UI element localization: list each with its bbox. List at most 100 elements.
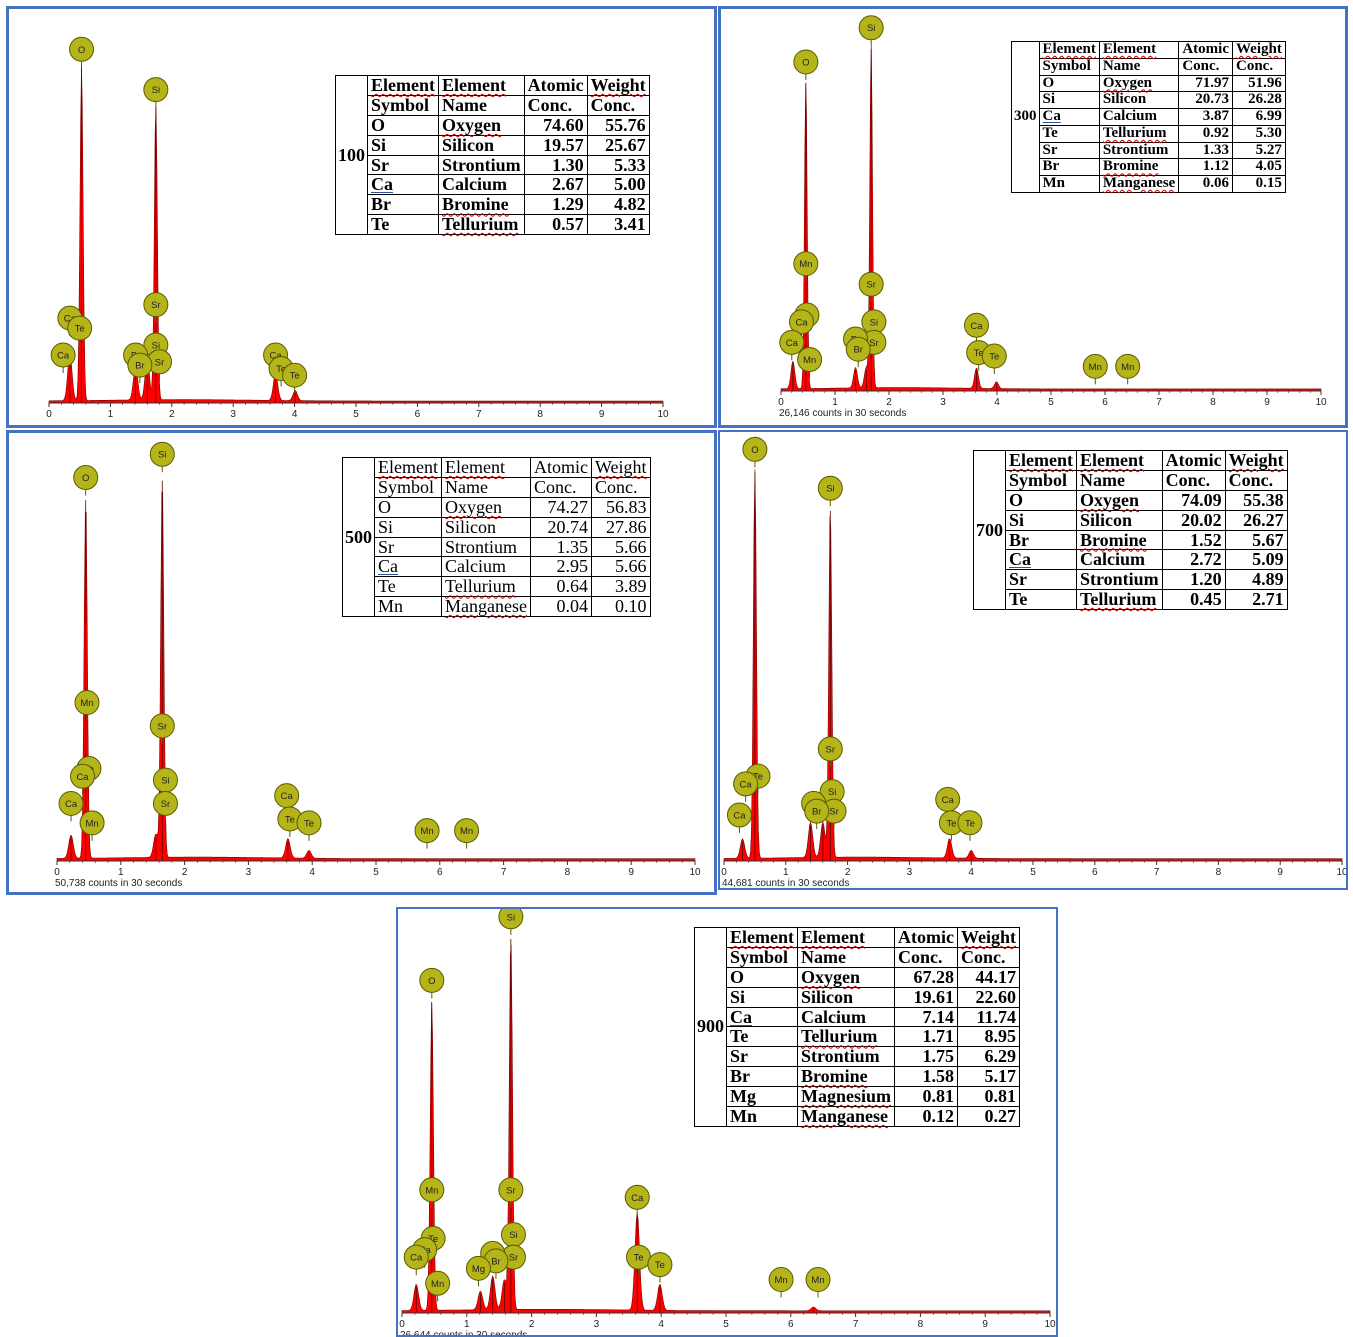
table-row: Sr Strontium 1.20 4.89 bbox=[1005, 569, 1288, 591]
header-name: Name bbox=[800, 946, 846, 967]
element-name-cell: Strontium bbox=[437, 154, 525, 176]
element-symbol-cell: Mn bbox=[726, 1106, 798, 1127]
element-symbol: Mn bbox=[378, 596, 404, 617]
weight-conc-cell: 0.10 bbox=[590, 596, 651, 618]
header-conc: Conc. bbox=[533, 476, 577, 497]
atomic-conc: 1.52 bbox=[1190, 529, 1222, 550]
header-element-cell: Element bbox=[1005, 450, 1077, 471]
weight-conc: 55.38 bbox=[1243, 489, 1284, 510]
element-symbol: Ca bbox=[1009, 549, 1031, 570]
element-name: Calcium bbox=[441, 174, 507, 195]
counts-label: 50,738 counts in 30 seconds bbox=[55, 878, 182, 889]
element-name: Tellurium bbox=[444, 576, 516, 597]
table-row: Te Tellurium 1.71 8.95 bbox=[726, 1026, 1020, 1048]
element-name-cell: Oxygen bbox=[440, 496, 531, 518]
weight-conc-cell: 55.38 bbox=[1224, 489, 1288, 511]
element-table: Element Element Atomic Weight Symbol Name Conc… bbox=[726, 927, 1020, 1127]
x-tick-label: 4 bbox=[309, 867, 315, 878]
weight-conc: 27.86 bbox=[606, 516, 647, 537]
atomic-conc: 1.12 bbox=[1202, 158, 1229, 175]
header-element: Element bbox=[730, 927, 794, 947]
element-symbol-cell: Te bbox=[367, 214, 439, 236]
weight-conc-cell: 51.96 bbox=[1231, 74, 1286, 93]
atomic-conc: 0.64 bbox=[556, 576, 588, 597]
table-row: Si Silicon 20.73 26.28 bbox=[1038, 91, 1286, 109]
weight-conc-cell: 0.81 bbox=[956, 1086, 1020, 1108]
element-marker-label: Br bbox=[853, 345, 863, 356]
element-name-cell: Oxygen bbox=[1098, 74, 1180, 93]
element-marker-ca: Ca bbox=[963, 312, 989, 344]
x-tick-label: 7 bbox=[476, 409, 482, 420]
element-marker-label: Te bbox=[989, 352, 999, 363]
element-marker-mn: Mn bbox=[797, 346, 823, 378]
header-conc-cell: Conc. bbox=[529, 476, 592, 498]
weight-conc-cell: 5.66 bbox=[590, 556, 651, 578]
header-row: Symbol Name Conc. Conc. bbox=[1038, 57, 1286, 76]
atomic-conc-cell: 20.74 bbox=[529, 516, 592, 538]
header-conc-cell: Conc. bbox=[586, 94, 650, 116]
header-symbol: Symbol bbox=[371, 94, 430, 115]
element-symbol: Br bbox=[1009, 529, 1029, 550]
element-symbol: Te bbox=[371, 214, 390, 235]
element-marker-label: Si bbox=[870, 317, 878, 328]
table-row: Ca Calcium 2.95 5.66 bbox=[374, 556, 651, 578]
x-tick-label: 10 bbox=[1315, 397, 1327, 408]
element-marker-label: Mn bbox=[85, 818, 98, 829]
element-name-cell: Silicon bbox=[796, 986, 895, 1008]
x-tick-label: 2 bbox=[845, 867, 851, 878]
element-symbol-cell: Br bbox=[1038, 158, 1100, 176]
element-name: Bromine bbox=[1079, 529, 1147, 550]
x-tick-label: 2 bbox=[182, 867, 188, 878]
x-tick-label: 1 bbox=[832, 397, 838, 408]
header-atomic-cell: Atomic bbox=[529, 457, 592, 478]
element-name: Calcium bbox=[1102, 108, 1157, 124]
element-symbol: Si bbox=[730, 986, 746, 1007]
element-name-cell: Tellurium bbox=[1075, 589, 1163, 611]
table-row: O Oxygen 74.27 56.83 bbox=[374, 496, 651, 518]
element-name: Silicon bbox=[800, 986, 853, 1007]
header-weight-cell: Weight bbox=[956, 927, 1020, 948]
element-marker-te: Te bbox=[626, 1244, 652, 1276]
element-marker-te: Te bbox=[282, 362, 308, 394]
table-label: 500 bbox=[342, 457, 374, 618]
element-marker-sr: Sr bbox=[817, 736, 843, 767]
element-marker-label: Ca bbox=[733, 810, 746, 821]
element-symbol-cell: Te bbox=[1005, 589, 1077, 611]
element-name: Silicon bbox=[444, 516, 496, 537]
header-element: Element bbox=[1102, 41, 1157, 57]
header-conc: Conc. bbox=[1228, 469, 1274, 490]
weight-conc: 4.82 bbox=[614, 194, 646, 215]
element-name-cell: Calcium bbox=[440, 556, 531, 578]
header-conc-cell: Conc. bbox=[1224, 469, 1288, 491]
element-symbol-cell: Ca bbox=[1005, 549, 1077, 571]
element-name: Magnesium bbox=[800, 1086, 891, 1107]
element-symbol: O bbox=[378, 496, 391, 517]
header-element-cell: Element bbox=[1075, 450, 1163, 471]
element-symbol: O bbox=[1009, 489, 1024, 510]
weight-conc: 5.00 bbox=[614, 174, 646, 195]
x-tick-label: 2 bbox=[529, 1319, 535, 1330]
x-tick-label: 7 bbox=[853, 1319, 859, 1330]
header-atomic-cell: Atomic bbox=[523, 75, 588, 96]
header-row: Element Element Atomic Weight bbox=[726, 927, 1020, 948]
atomic-conc-cell: 71.97 bbox=[1178, 74, 1233, 93]
element-marker-label: Sr bbox=[161, 799, 171, 810]
atomic-conc-cell: 19.61 bbox=[893, 986, 958, 1008]
x-tick-label: 9 bbox=[1264, 397, 1270, 408]
table-label: 900 bbox=[694, 927, 726, 1127]
weight-conc: 25.67 bbox=[605, 134, 646, 155]
header-conc-cell: Conc. bbox=[1231, 57, 1286, 76]
header-name: Name bbox=[444, 476, 488, 497]
element-marker-label: Te bbox=[655, 1260, 665, 1271]
table-row: Mn Manganese 0.12 0.27 bbox=[726, 1106, 1020, 1127]
header-conc: Conc. bbox=[594, 476, 638, 497]
element-symbol-cell: Te bbox=[374, 576, 442, 598]
atomic-conc-cell: 20.73 bbox=[1178, 91, 1233, 109]
element-name-cell: Tellurium bbox=[440, 576, 531, 598]
element-symbol-cell: Sr bbox=[726, 1046, 798, 1068]
x-tick-label: 5 bbox=[723, 1319, 729, 1330]
element-marker-o: O bbox=[419, 967, 445, 999]
weight-conc-cell: 5.17 bbox=[956, 1066, 1020, 1088]
header-conc-cell: Conc. bbox=[1178, 57, 1233, 76]
table-row: Mn Manganese 0.04 0.10 bbox=[374, 596, 651, 618]
